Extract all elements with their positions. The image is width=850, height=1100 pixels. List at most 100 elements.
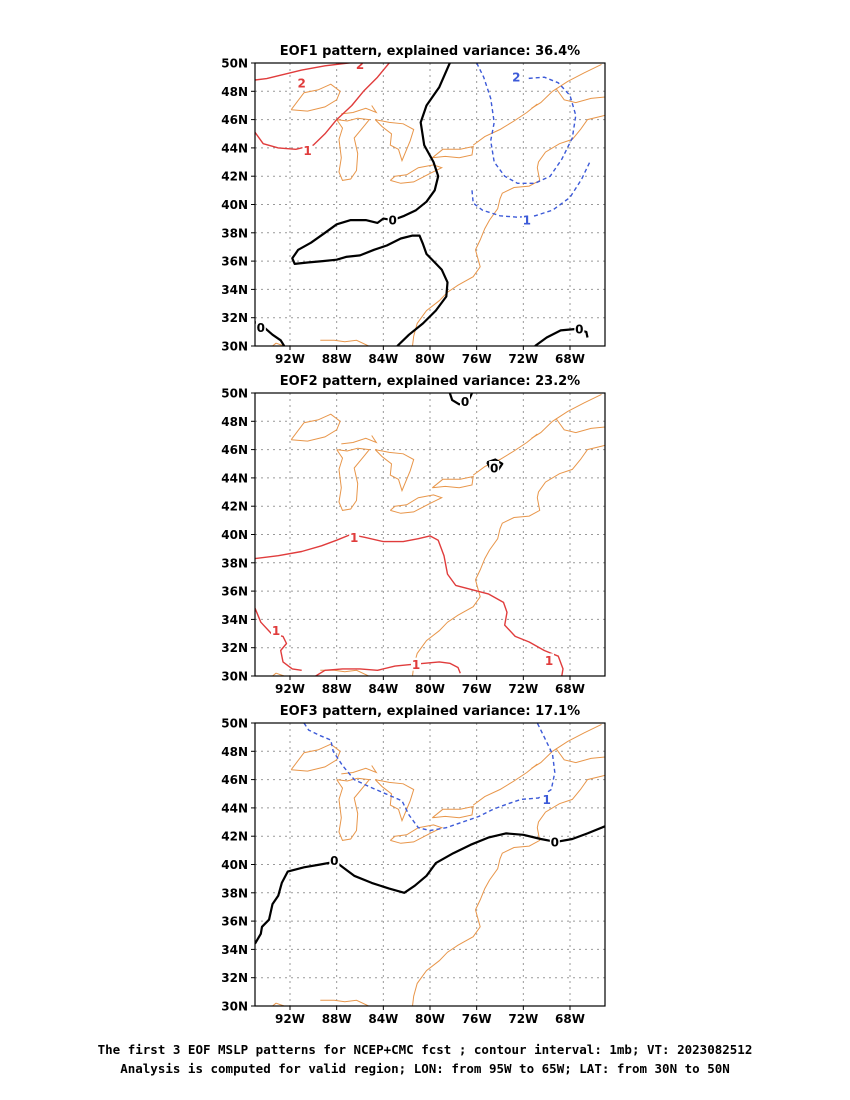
lat-tick-label: 46N [221, 773, 248, 787]
eof2-panel: 0 0 1 1 1 1 30N 32N 34N 36N 38N 40N 42N 44N 46N 48N 50N 9… [221, 374, 606, 696]
lat-tick-label: 40N [221, 858, 248, 872]
eof3-panel: 0 0 1 30N 32N 34N 36N 38N 40N 42N 44N 46N 48N 50N 92W 8… [221, 704, 606, 1026]
coastline [290, 413, 341, 442]
coastline [272, 672, 285, 676]
contour-label-bg [329, 853, 340, 867]
lat-tick-label: 48N [221, 745, 248, 759]
lat-tick-label: 50N [221, 387, 248, 401]
coastline [555, 418, 605, 434]
coastline [374, 779, 415, 823]
contour-label: 1 [272, 624, 280, 638]
contour-label-bg [574, 322, 585, 336]
lat-tick-label: 34N [221, 613, 248, 627]
coastline [472, 433, 538, 476]
contour-label: 0 [388, 214, 396, 228]
lat-tick-label: 32N [221, 311, 248, 325]
contour-label: 1 [412, 658, 420, 672]
coastline [341, 435, 378, 445]
lon-tick-label: 88W [322, 352, 352, 366]
contour-label-bg [549, 834, 560, 848]
lat-tick-label: 36N [221, 915, 248, 929]
caption-line-2: Analysis is computed for valid region; L… [120, 1061, 730, 1076]
coastline [412, 444, 605, 676]
contour-line--1 [471, 161, 591, 218]
lat-tick-label: 34N [221, 943, 248, 957]
lat-tick-label: 50N [221, 57, 248, 71]
coastline [531, 723, 602, 769]
lon-tick-label: 72W [508, 352, 538, 366]
coastline [320, 999, 370, 1006]
lon-tick-label: 84W [368, 1012, 398, 1026]
coastline [472, 763, 538, 806]
contour-line-1 [255, 63, 390, 150]
lat-tick-label: 42N [221, 830, 248, 844]
contour-label-bg [521, 213, 532, 227]
panel-title: EOF2 pattern, explained variance: 23.2% [280, 374, 580, 389]
coastline [374, 119, 415, 163]
eof-figure: 2 2 1 0 0 0 2 1 30N 32N 34N 36N 38N 40N 42N 44N 46N 48N 50… [221, 44, 606, 1026]
lat-tick-label: 48N [221, 415, 248, 429]
contour-line-1 [255, 607, 302, 671]
coastline [472, 103, 538, 146]
lon-tick-label: 92W [275, 682, 305, 696]
contour-line--1 [303, 723, 556, 832]
coastline [412, 774, 605, 1006]
lat-tick-label: 36N [221, 255, 248, 269]
lat-tick-label: 36N [221, 585, 248, 599]
contour-label-bg [511, 70, 522, 84]
contour-label-bg [296, 75, 307, 89]
contour-label-bg [302, 143, 313, 157]
coastline [555, 88, 605, 104]
lat-tick-label: 46N [221, 113, 248, 127]
coastline [290, 83, 341, 112]
coastline [336, 117, 371, 181]
coastline [290, 743, 341, 772]
contour-label: 0 [575, 323, 583, 337]
lon-tick-label: 80W [415, 1012, 445, 1026]
contour-label: 1 [545, 654, 553, 668]
lon-tick-label: 92W [275, 1012, 305, 1026]
contour-label: 0 [330, 854, 338, 868]
coastline [341, 105, 378, 115]
coastline [389, 494, 444, 514]
coastline [531, 63, 602, 109]
lat-tick-label: 34N [221, 283, 248, 297]
contour-line-1 [255, 533, 564, 676]
coastline [272, 1002, 285, 1006]
contour-label: 1 [542, 793, 550, 807]
contour-label-bg [349, 530, 360, 544]
lat-tick-label: 30N [221, 340, 248, 354]
contour-label: 1 [350, 531, 358, 545]
lon-tick-label: 84W [368, 682, 398, 696]
lon-tick-label: 84W [368, 352, 398, 366]
lat-tick-label: 40N [221, 528, 248, 542]
lat-tick-label: 46N [221, 443, 248, 457]
lon-tick-label: 88W [322, 682, 352, 696]
lat-tick-label: 38N [221, 226, 248, 240]
lon-tick-label: 72W [508, 682, 538, 696]
coastline [431, 145, 474, 159]
lon-tick-label: 76W [462, 352, 492, 366]
lat-tick-label: 30N [221, 670, 248, 684]
lat-tick-label: 30N [221, 1000, 248, 1014]
contour-line--2 [476, 63, 577, 184]
contour-label-bg [460, 394, 470, 408]
contour-label-bg [541, 792, 552, 806]
contour-line-0 [534, 327, 589, 346]
coastline [531, 393, 602, 439]
contour-label: 2 [512, 71, 520, 85]
contour-label: 0 [257, 321, 265, 335]
lon-tick-label: 72W [508, 1012, 538, 1026]
coastline [374, 449, 415, 493]
panel-title: EOF3 pattern, explained variance: 17.1% [280, 704, 580, 719]
lat-tick-label: 42N [221, 170, 248, 184]
lon-tick-label: 68W [555, 1012, 585, 1026]
lat-tick-label: 32N [221, 971, 248, 985]
panel-title: EOF1 pattern, explained variance: 36.4% [280, 44, 580, 59]
lon-tick-label: 88W [322, 1012, 352, 1026]
lon-tick-label: 76W [462, 1012, 492, 1026]
contour-line-1 [315, 661, 461, 676]
coastline [320, 339, 370, 346]
lat-tick-label: 38N [221, 886, 248, 900]
lat-tick-label: 42N [221, 500, 248, 514]
